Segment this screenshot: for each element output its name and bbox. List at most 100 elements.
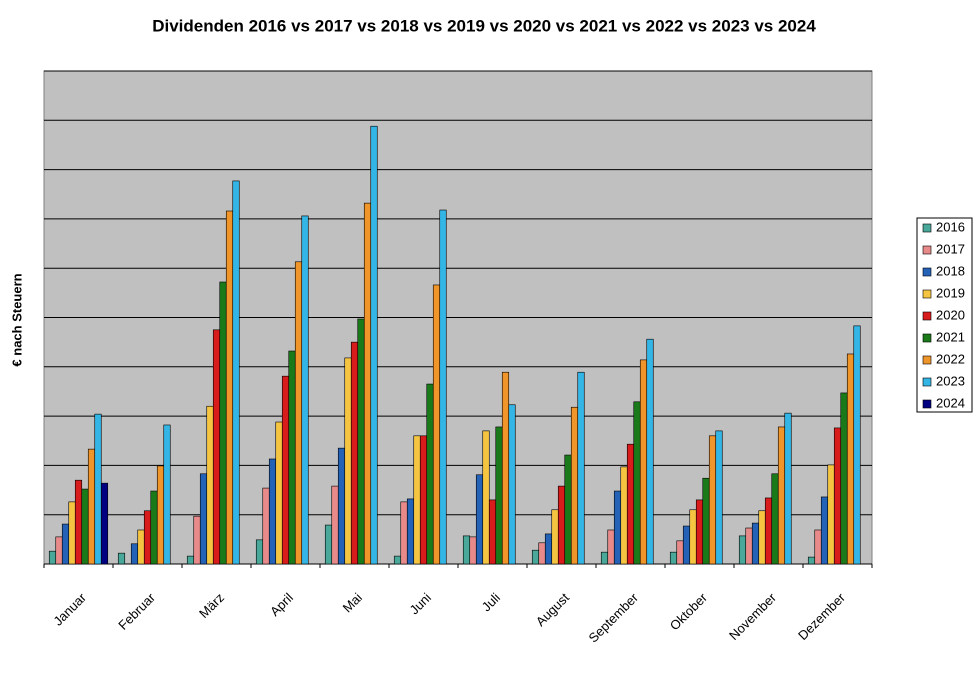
bar [820,496,829,565]
bar [94,413,102,565]
bar [393,555,402,565]
bar [669,551,678,565]
x-tick-label: Juni [407,590,435,618]
bar [344,357,352,565]
legend-swatch [922,245,932,255]
y-axis-label: € nach Steuern [9,273,24,366]
bar [840,392,848,565]
bar [193,515,201,565]
bar [370,125,378,565]
legend-swatch [922,377,932,387]
bar [100,482,109,565]
bar [538,542,546,565]
legend-label: 2023 [936,373,965,388]
bar [413,435,421,565]
bar [281,375,290,565]
bar [827,464,835,565]
bar [551,509,559,565]
bar [137,529,145,565]
bar [853,325,861,565]
bar [758,510,766,565]
bar [400,501,408,565]
bar [462,535,471,565]
bar [439,209,447,565]
bar [557,485,566,565]
bar [715,430,723,565]
bar [833,427,842,565]
bar [81,488,89,565]
bar [268,458,277,565]
x-tick-label: September [585,589,641,645]
bar [55,536,63,565]
x-tick-label: Dezember [795,589,848,642]
bar [219,281,227,565]
bar [495,426,503,565]
bar [600,551,609,565]
bar [676,540,684,565]
x-tick-label: April [267,590,296,619]
bar [577,371,585,565]
bar [288,350,296,565]
x-tick-label: März [196,590,227,621]
bar [708,435,717,565]
bar [626,443,635,565]
bar [68,501,76,565]
bar [607,529,615,565]
bar [212,329,221,565]
legend-label: 2018 [936,263,965,278]
bar [357,318,365,565]
bar [48,550,57,565]
bar [156,465,165,565]
bar [501,371,510,565]
x-tick-label: Juli [479,590,503,614]
bar [150,490,158,565]
bar [130,543,139,565]
bar [206,405,214,565]
bar [620,466,628,565]
bar [426,383,434,565]
legend-label: 2024 [936,395,965,410]
bar [87,448,96,565]
bar [406,498,415,565]
bar [633,401,641,565]
bar [225,210,234,565]
bar [475,474,484,565]
bar [764,497,773,565]
bar [771,473,779,565]
bar [275,421,283,565]
bar [814,529,822,565]
bar [544,533,553,565]
bar [74,479,83,565]
bar [751,522,760,565]
bar [695,499,704,565]
bar [745,527,753,565]
x-tick-label: Januar [50,589,89,628]
bar [682,525,691,565]
bar [613,490,622,565]
bar [294,261,303,565]
legend-swatch [922,355,932,365]
bar [199,473,208,565]
legend-swatch [922,399,932,409]
bar [331,485,339,565]
bar [508,404,516,565]
legend-swatch [922,267,932,277]
bar [564,454,572,565]
bar [488,499,497,565]
x-tick-label: Februar [115,589,158,632]
bar [61,523,70,565]
bar [350,341,359,565]
legend-label: 2017 [936,241,965,256]
bar [807,556,816,565]
legend-label: 2019 [936,285,965,300]
bar [232,180,240,565]
chart-title: Dividenden 2016 vs 2017 vs 2018 vs 2019 … [152,16,816,35]
x-tick-label: November [726,589,779,642]
bar [738,535,747,565]
x-tick-label: Oktober [667,589,711,633]
bar [163,424,171,565]
bar [469,536,477,565]
legend-swatch [922,311,932,321]
bar [337,447,346,565]
